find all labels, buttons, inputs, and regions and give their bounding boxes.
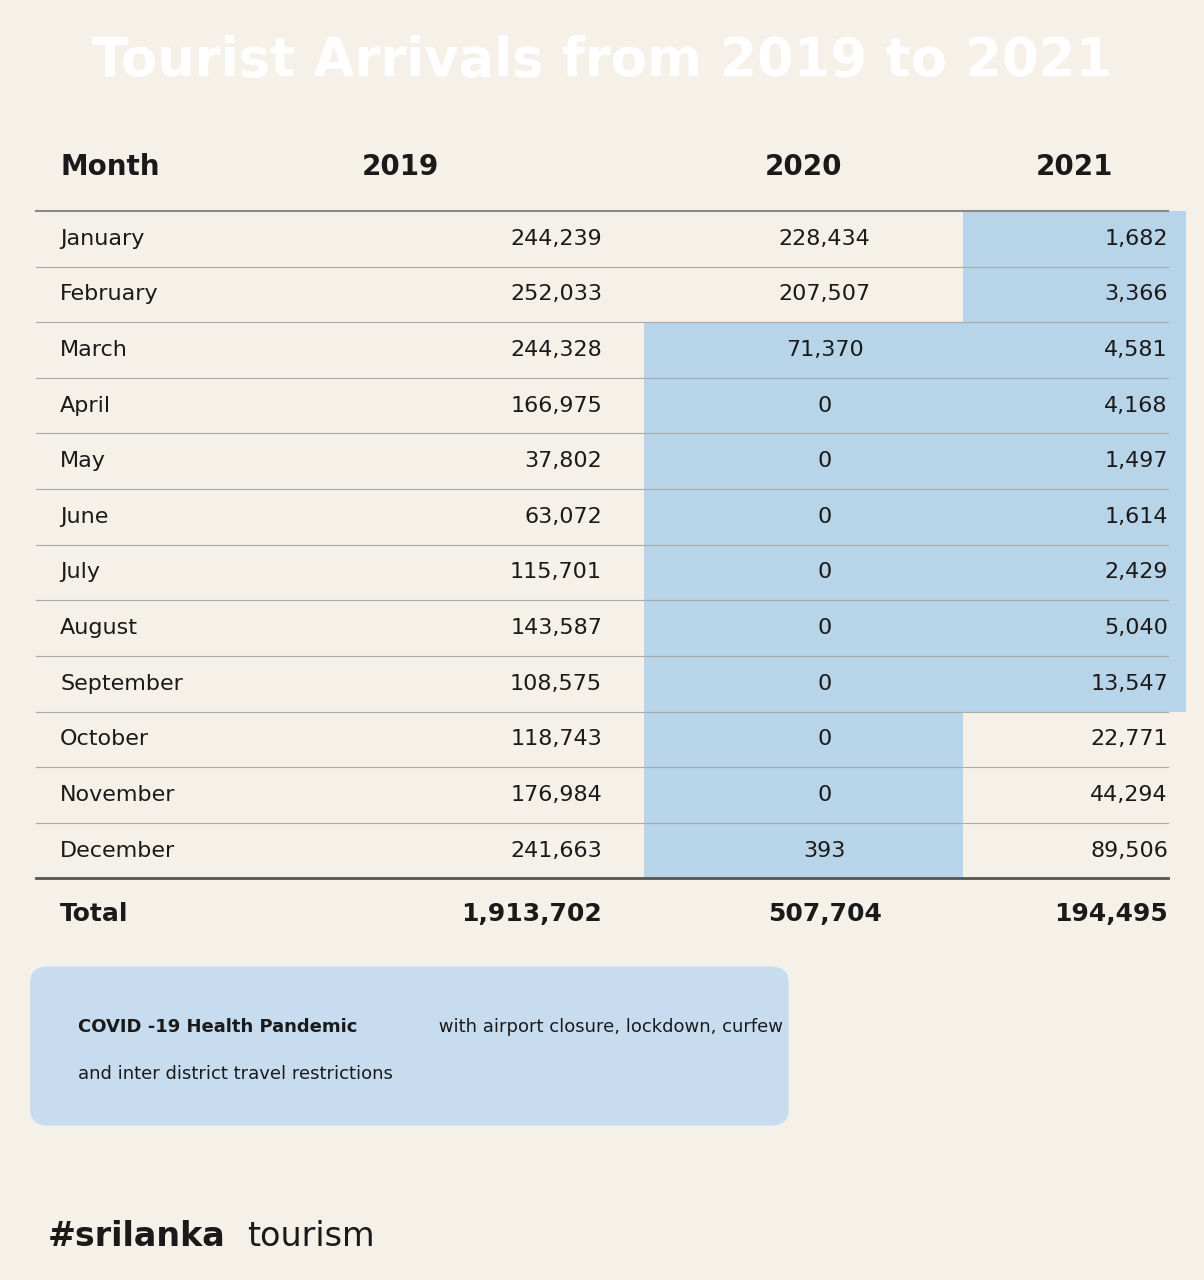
Text: and inter district travel restrictions: and inter district travel restrictions [78,1065,394,1083]
Bar [644,489,963,545]
Text: 1,614: 1,614 [1104,507,1168,527]
Text: March: March [60,340,128,360]
Text: 0: 0 [818,452,832,471]
Text: 115,701: 115,701 [510,562,602,582]
Bar [644,767,963,823]
Text: Month: Month [60,152,160,180]
Text: February: February [60,284,159,305]
Text: 0: 0 [818,673,832,694]
Bar [644,378,963,434]
Text: 0: 0 [818,562,832,582]
Text: July: July [60,562,100,582]
Text: 241,663: 241,663 [510,841,602,860]
Text: 0: 0 [818,618,832,639]
Bar [963,378,1186,434]
Text: 207,507: 207,507 [779,284,870,305]
Bar [963,545,1186,600]
Bar [963,266,1186,323]
Text: 2021: 2021 [1035,152,1114,180]
Text: 63,072: 63,072 [524,507,602,527]
Text: 252,033: 252,033 [510,284,602,305]
Text: 1,497: 1,497 [1104,452,1168,471]
Bar [644,434,963,489]
Text: May: May [60,452,106,471]
Text: 166,975: 166,975 [510,396,602,416]
Text: 118,743: 118,743 [510,730,602,749]
Text: 1,913,702: 1,913,702 [461,902,602,927]
Bar [644,712,963,767]
Text: #srilanka: #srilanka [48,1220,226,1253]
Text: 5,040: 5,040 [1104,618,1168,639]
Text: 228,434: 228,434 [779,229,870,248]
Text: 244,239: 244,239 [510,229,602,248]
Bar [644,600,963,655]
Text: 0: 0 [818,507,832,527]
Text: 22,771: 22,771 [1091,730,1168,749]
Text: 507,704: 507,704 [768,902,881,927]
Text: 143,587: 143,587 [510,618,602,639]
Text: 244,328: 244,328 [510,340,602,360]
Text: 393: 393 [803,841,846,860]
Bar [644,323,963,378]
Text: Tourist Arrivals from 2019 to 2021: Tourist Arrivals from 2019 to 2021 [92,36,1112,87]
Text: December: December [60,841,176,860]
Text: 4,581: 4,581 [1104,340,1168,360]
Text: 4,168: 4,168 [1104,396,1168,416]
Text: October: October [60,730,149,749]
Bar [963,434,1186,489]
Text: Total: Total [60,902,129,927]
Text: 71,370: 71,370 [786,340,863,360]
Bar [963,489,1186,545]
FancyBboxPatch shape [30,966,789,1125]
Text: June: June [60,507,108,527]
Text: September: September [60,673,183,694]
Text: 0: 0 [818,785,832,805]
Text: November: November [60,785,176,805]
Text: 176,984: 176,984 [510,785,602,805]
Text: 3,366: 3,366 [1104,284,1168,305]
Text: 108,575: 108,575 [509,673,602,694]
Text: 2019: 2019 [361,152,439,180]
Text: 13,547: 13,547 [1090,673,1168,694]
Bar [963,211,1186,266]
Bar [644,655,963,712]
Text: 194,495: 194,495 [1055,902,1168,927]
Bar [963,600,1186,655]
Bar [963,655,1186,712]
Text: 0: 0 [818,396,832,416]
Text: with airport closure, lockdown, curfew: with airport closure, lockdown, curfew [433,1018,784,1036]
Text: August: August [60,618,138,639]
Text: January: January [60,229,144,248]
Text: April: April [60,396,111,416]
Text: 2020: 2020 [765,152,843,180]
Text: 1,682: 1,682 [1104,229,1168,248]
Text: 0: 0 [818,730,832,749]
Text: 89,506: 89,506 [1090,841,1168,860]
Text: 37,802: 37,802 [524,452,602,471]
Text: tourism: tourism [247,1220,374,1253]
Text: COVID -19 Health Pandemic: COVID -19 Health Pandemic [78,1018,358,1036]
Text: 44,294: 44,294 [1091,785,1168,805]
Text: 2,429: 2,429 [1104,562,1168,582]
Bar [963,323,1186,378]
Bar [644,545,963,600]
Bar [644,823,963,878]
